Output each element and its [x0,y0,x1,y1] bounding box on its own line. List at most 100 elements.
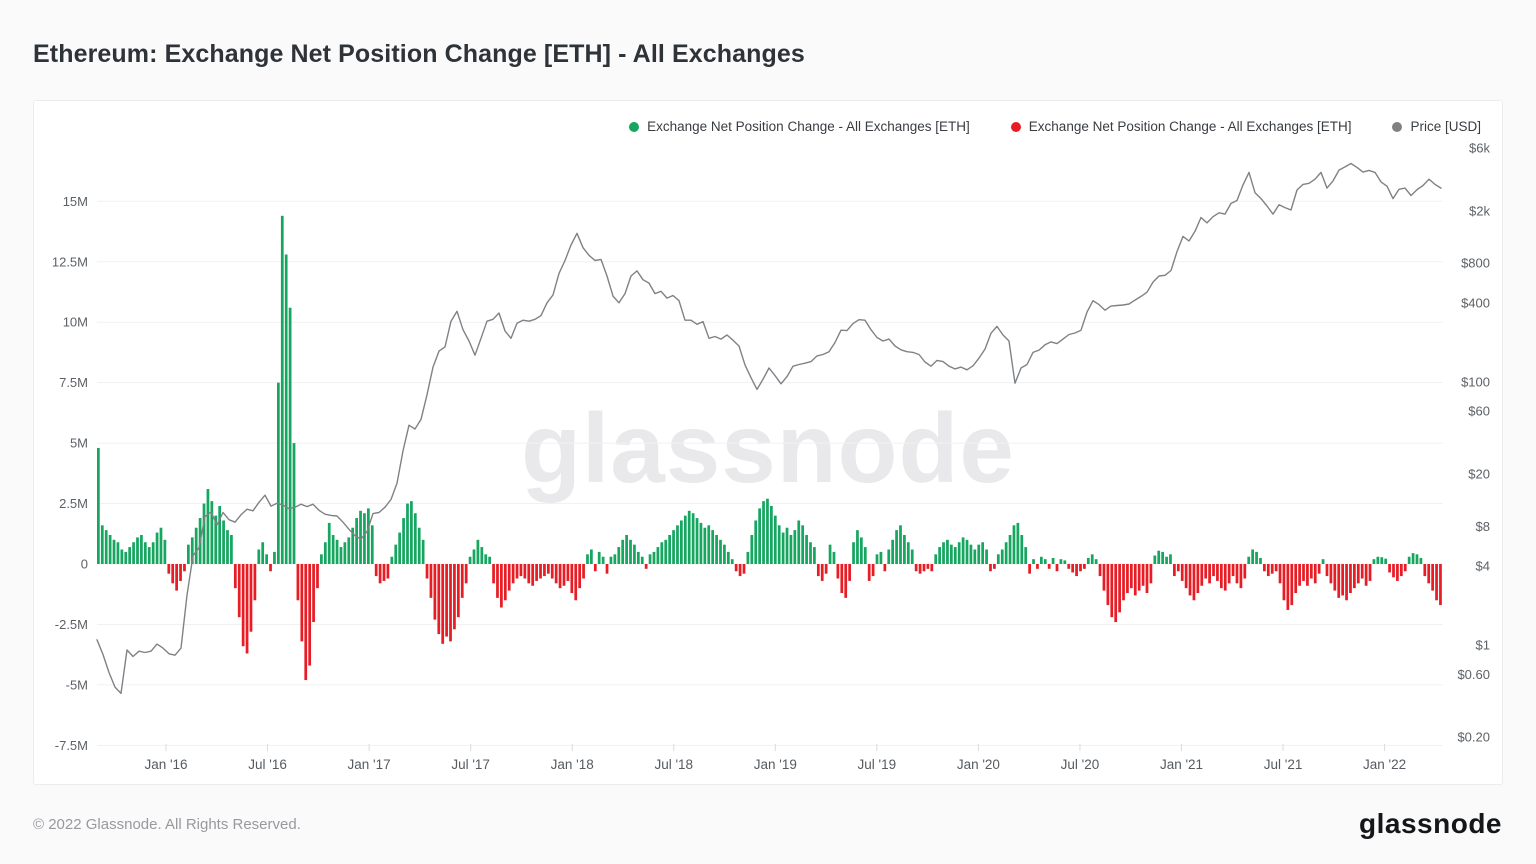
net-position-bar [730,559,734,564]
net-position-bar [500,564,503,608]
red-dot-icon [1010,121,1021,132]
net-position-bar [476,539,480,564]
net-position-bar [1043,559,1047,564]
net-position-bar [374,564,378,577]
x-axis-tick-label: Jan '19 [754,757,797,772]
net-position-bar [926,564,930,569]
net-position-bar [1122,564,1125,601]
net-position-bar [417,527,421,564]
net-position-bar [1165,556,1168,564]
net-position-bar [1407,556,1411,564]
net-position-bar [480,547,484,564]
net-position-bar [1306,564,1309,586]
net-position-bar [179,564,182,581]
left-axis-tick-label: -5M [66,677,88,692]
net-position-bar [312,564,315,623]
net-position-bar [977,544,981,564]
legend-item-net-position-negative[interactable]: Exchange Net Position Change - All Excha… [1010,119,1351,134]
net-position-bar [1176,564,1180,572]
net-position-bar [715,534,718,564]
net-position-bar [320,554,323,564]
net-position-bar [124,551,128,564]
net-position-bar [1200,564,1204,586]
net-position-bar [265,554,268,564]
net-position-bar [1302,564,1305,581]
net-position-bar [766,498,769,564]
net-position-bar [273,551,276,564]
net-position-bar [464,564,468,584]
net-position-bar [1051,557,1055,564]
net-position-bar [245,564,249,654]
net-position-bar [816,564,820,577]
net-position-bar [1184,564,1188,589]
x-axis-tick-label: Jul '18 [654,757,693,772]
net-position-bar [593,564,597,572]
net-position-bar [910,549,914,564]
net-position-bar [1349,564,1352,594]
net-position-bar [699,522,703,564]
net-position-bar [1012,525,1016,564]
net-position-bar [308,564,312,666]
net-position-bar [523,564,527,579]
net-position-bar [836,564,840,579]
net-position-bar [605,564,609,574]
right-axis-tick-label: $8 [1476,519,1490,534]
net-position-bar [233,564,237,589]
net-position-bar [413,513,417,564]
left-axis-tick-label: 2.5M [59,496,88,511]
net-position-bar [828,544,832,564]
net-position-bar [120,549,124,564]
net-position-bar [754,520,758,564]
net-position-bar [531,564,535,586]
net-position-bar [973,549,977,564]
net-position-bar [1110,564,1114,618]
net-position-bar [112,539,116,564]
x-axis-tick-label: Jan '20 [957,757,1000,772]
net-position-bar [899,525,902,564]
net-position-bar [511,564,515,584]
net-position-bar [824,564,828,574]
net-position-bar [425,564,429,579]
net-position-bar [703,527,707,564]
net-position-bar [1411,553,1415,564]
legend-item-price-usd[interactable]: Price [USD] [1392,119,1481,134]
net-position-bar [695,518,699,564]
net-position-bar [918,564,922,574]
net-position-bar [770,505,773,564]
net-position-bar [104,530,108,564]
net-position-bar [543,564,546,577]
net-position-bar [394,544,398,564]
net-position-bar [856,530,859,564]
net-position-bar [351,527,355,564]
net-position-bar [128,547,132,564]
net-position-bar [496,564,499,598]
net-position-bar [1345,564,1348,601]
net-position-bar [1149,564,1153,584]
net-position-bar [1431,564,1435,591]
net-position-bar [132,542,135,564]
net-position-bar [253,564,257,601]
net-position-bar [1204,564,1208,579]
net-position-bar [1360,564,1364,579]
net-position-bar [734,564,738,572]
net-position-bar [867,564,871,581]
net-position-bar [1114,564,1118,623]
net-position-bar [852,542,855,564]
left-axis-tick-label: -2.5M [55,617,88,632]
net-position-bar [938,547,941,564]
net-position-bar [546,564,550,574]
net-position-bar [875,554,879,564]
net-position-bar [863,547,867,564]
net-position-bar [777,525,781,564]
net-position-bar [742,564,746,574]
net-position-bar [1075,564,1078,577]
legend-item-net-position-positive[interactable]: Exchange Net Position Change - All Excha… [629,119,970,134]
net-position-bar [410,501,413,564]
net-position-bar [785,527,789,564]
net-position-bar [636,551,640,564]
net-position-bar [723,544,726,564]
net-position-bar [1333,564,1337,591]
net-position-bar [840,564,844,594]
net-position-bar [1157,550,1161,564]
